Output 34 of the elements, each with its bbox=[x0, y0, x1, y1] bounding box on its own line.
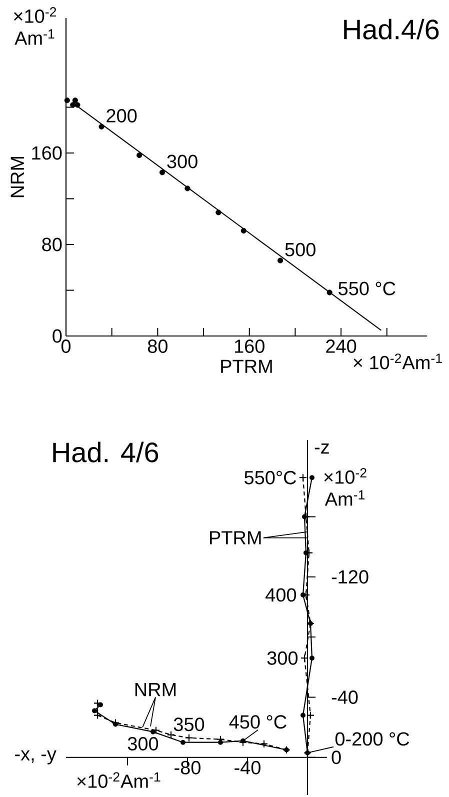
chart-title: Had.4/6 bbox=[344, 18, 439, 40]
y-tick-label: 160 bbox=[32, 146, 62, 160]
annotation: ×10$^{-2}$Am$^{-1}$ bbox=[77, 772, 160, 788]
annotation: 300 bbox=[167, 154, 198, 168]
y-tick-label: 0 bbox=[52, 329, 62, 343]
text: × 10$^{-2}$Am$^{-1}$ bbox=[354, 354, 442, 370]
annotation: 300 bbox=[267, 651, 298, 665]
annotation: 550°C bbox=[244, 470, 296, 484]
chart-title: Had. 4/6 bbox=[53, 442, 158, 462]
y-tick-label: -120 bbox=[332, 570, 368, 584]
y-axis-title: -z bbox=[314, 444, 329, 454]
x-tick-label: -80 bbox=[174, 760, 200, 774]
annotation: 400 bbox=[266, 588, 296, 602]
x-tick-label: 0 bbox=[61, 340, 71, 353]
x-axis-title: PTRM bbox=[221, 360, 272, 373]
y-tick-label: -40 bbox=[332, 690, 358, 704]
annotation: 0-200 °C bbox=[335, 732, 410, 746]
annotation: 350 bbox=[174, 718, 204, 732]
y-tick-label: 0 bbox=[332, 750, 341, 764]
annotation: 550 °C bbox=[338, 282, 396, 296]
annotation: ×10$^{-2}$ Am$^{-1}$ bbox=[324, 468, 366, 506]
annotation: NRM bbox=[135, 683, 176, 696]
annotation: 200 bbox=[106, 109, 137, 122]
annotation: 450 °C bbox=[229, 715, 286, 729]
x-tick-label: 240 bbox=[326, 340, 356, 353]
x-tick-label: 160 bbox=[234, 340, 264, 353]
annotation: PTRM bbox=[210, 531, 261, 544]
y-axis-title: NRM bbox=[10, 156, 24, 198]
annotation: 300 bbox=[128, 737, 158, 750]
annotation: 500 bbox=[285, 242, 316, 256]
text: ×10$^{-2}$ Am$^{-1}$ bbox=[14, 7, 56, 45]
x-axis-title: -x, -y bbox=[15, 750, 56, 764]
x-tick-label: 80 bbox=[148, 340, 168, 353]
y-tick-label: 80 bbox=[42, 238, 62, 252]
